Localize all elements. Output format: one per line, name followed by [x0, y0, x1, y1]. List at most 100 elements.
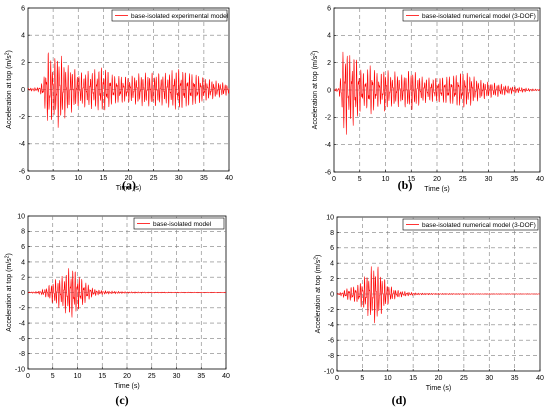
y-tick-label: 6: [330, 245, 334, 252]
x-tick-label: 35: [510, 176, 518, 183]
x-tick-label: 20: [125, 175, 133, 182]
legend-label: base-isolated experimental model: [131, 13, 229, 20]
x-tick-label: 5: [360, 375, 364, 382]
x-tick-label: 10: [384, 375, 392, 382]
panel-label-a: (a): [122, 178, 136, 192]
x-axis-title: Time (s): [114, 383, 139, 390]
series-line: [336, 266, 541, 324]
x-tick-label: 40: [222, 373, 230, 380]
chart-svg-b: 0 5 10 15 20 25 30 35 40 -6 -4 -2 0 2 4 6 Time (s) Accele…: [311, 5, 544, 193]
x-tick-label: 40: [536, 176, 544, 183]
y-tick-label: -6: [325, 169, 331, 176]
x-tick-label: 35: [197, 373, 205, 380]
y-tick-label: -4: [328, 322, 334, 329]
x-tick-label: 5: [51, 373, 55, 380]
y-tick-label: -10: [324, 368, 334, 375]
x-tick-label: 20: [123, 373, 131, 380]
y-tick-label: 4: [21, 33, 25, 40]
y-axis-title: Acceleration at top (m/s2): [5, 50, 14, 129]
series-line: [27, 52, 230, 128]
y-tick-label: 8: [21, 229, 25, 236]
x-tick-label: 0: [26, 175, 30, 182]
y-tick-label: 2: [330, 276, 334, 283]
y-tick-label: 6: [21, 5, 25, 12]
chart-panel-b: 0 5 10 15 20 25 30 35 40 -6 -4 -2 0 2 4 6 Time (s) Accele…: [275, 0, 550, 207]
legend-label: base-isolated model: [153, 221, 212, 228]
y-tick-label: -2: [19, 305, 25, 312]
panel-label-b: (b): [397, 178, 413, 192]
legend-box: [402, 9, 539, 22]
chart-panel-d: 0 5 10 15 20 25 30 35 40 -10 -8 -6 -4 -2 0 2 4 6 8 10 Time (…: [275, 207, 550, 414]
x-tick-label: 30: [173, 373, 181, 380]
x-tick-label: 10: [382, 176, 390, 183]
y-tick-label: -6: [328, 338, 334, 345]
y-axis-title: Acceleration at top (m/s2): [5, 253, 14, 332]
y-tick-label: 4: [327, 33, 331, 40]
x-tick-label: 30: [175, 175, 183, 182]
x-tick-label: 35: [511, 375, 519, 382]
y-tick-label: -2: [325, 115, 331, 122]
panel-label-d: (d): [391, 393, 407, 407]
chart-panel-c: 0 5 10 15 20 25 30 35 40 -10 -8 -6 -4 -2 0 2 4 6 8 10 Time (…: [0, 207, 275, 414]
x-tick-label: 25: [148, 373, 156, 380]
x-tick-label: 30: [485, 176, 493, 183]
legend-box: [133, 217, 225, 230]
y-tick-label: -8: [328, 353, 334, 360]
chart-svg-c: 0 5 10 15 20 25 30 35 40 -10 -8 -6 -4 -2 0 2 4 6 8 10 Time (…: [5, 213, 230, 390]
y-tick-label: 4: [21, 259, 25, 266]
y-tick-label: 8: [330, 230, 334, 237]
y-tick-label: -2: [19, 114, 25, 121]
x-tick-label: 10: [74, 373, 82, 380]
y-tick-label: 0: [330, 291, 334, 298]
series-line: [333, 51, 541, 135]
legend-label: base-isolated numerical model (3-DOF): [422, 222, 536, 229]
x-axis-title: Time (s): [424, 186, 449, 193]
x-axis-title: Time (s): [116, 185, 141, 192]
chart-svg-a: 0 5 10 15 20 25 30 35 40 -6 -4 -2 0 2 4 6 Time (s) Accele…: [5, 5, 233, 192]
x-tick-label: 0: [26, 373, 30, 380]
y-tick-label: -4: [19, 141, 25, 148]
y-tick-label: 2: [327, 60, 331, 67]
chart-svg-d: 0 5 10 15 20 25 30 35 40 -10 -8 -6 -4 -2 0 2 4 6 8 10 Time (…: [314, 214, 544, 392]
y-tick-label: -10: [15, 366, 25, 373]
x-tick-label: 40: [225, 175, 233, 182]
x-tick-label: 40: [536, 375, 544, 382]
y-tick-label: 6: [327, 5, 331, 12]
x-tick-label: 30: [485, 375, 493, 382]
x-tick-label: 20: [435, 375, 443, 382]
x-axis-title: Time (s): [426, 385, 451, 392]
chart-panel-a: 0 5 10 15 20 25 30 35 40 -6 -4 -2 0 2 4 6 Time (s) Accele…: [0, 0, 275, 207]
y-tick-label: 10: [326, 214, 334, 221]
y-tick-label: 4: [330, 261, 334, 268]
x-tick-label: 0: [335, 375, 339, 382]
y-axis-title: Acceleration at top (m/s2): [311, 51, 320, 130]
x-tick-label: 25: [460, 375, 468, 382]
y-tick-label: -4: [325, 142, 331, 149]
legend-box: [402, 218, 539, 231]
x-tick-label: 0: [332, 176, 336, 183]
x-tick-label: 35: [200, 175, 208, 182]
x-tick-label: 20: [433, 176, 441, 183]
x-tick-label: 5: [51, 175, 55, 182]
x-tick-label: 15: [98, 373, 106, 380]
x-tick-label: 25: [459, 176, 467, 183]
x-tick-label: 15: [407, 176, 415, 183]
x-tick-label: 10: [74, 175, 82, 182]
x-tick-label: 15: [409, 375, 417, 382]
y-tick-label: 6: [21, 244, 25, 251]
x-tick-label: 5: [358, 176, 362, 183]
y-tick-label: -8: [19, 351, 25, 358]
y-tick-label: 0: [327, 87, 331, 94]
x-tick-label: 15: [99, 175, 107, 182]
y-tick-label: 10: [17, 213, 25, 220]
y-tick-label: 0: [21, 290, 25, 297]
y-tick-label: -6: [19, 336, 25, 343]
panel-label-c: (c): [115, 393, 129, 407]
series-line: [27, 268, 227, 318]
y-tick-label: 2: [21, 60, 25, 67]
legend-label: base-isolated numerical model (3-DOF): [422, 13, 536, 20]
y-tick-label: -4: [19, 321, 25, 328]
y-tick-label: 0: [21, 87, 25, 94]
y-tick-label: 2: [21, 275, 25, 282]
y-tick-label: -6: [19, 168, 25, 175]
